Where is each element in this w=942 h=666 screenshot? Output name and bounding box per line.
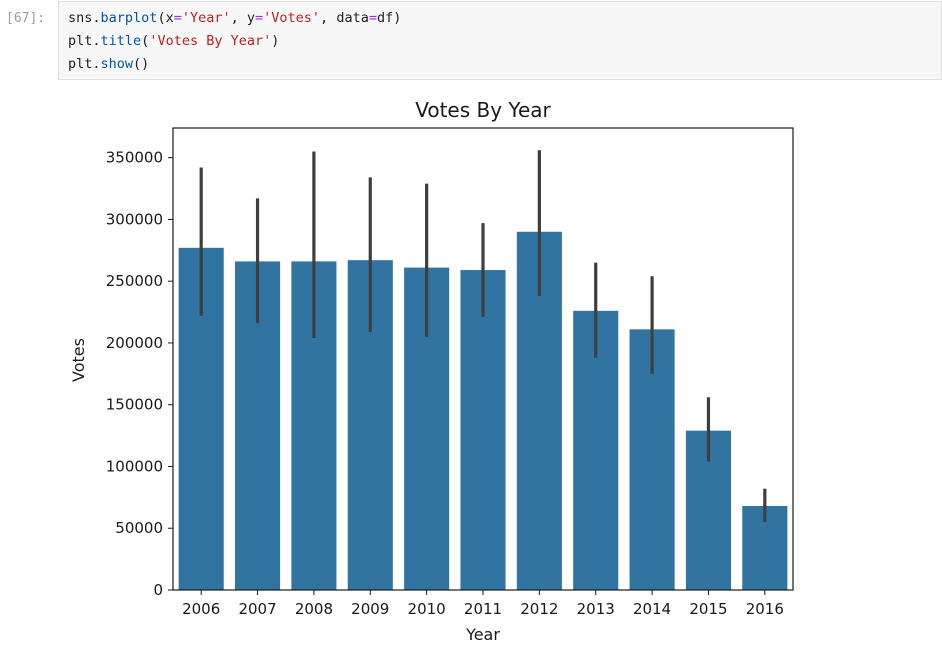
- code-token: plt: [68, 56, 93, 72]
- y-tick-label: 300000: [106, 210, 163, 228]
- code-token: 'Votes': [263, 10, 321, 26]
- code-token: =: [368, 10, 377, 26]
- code-token: ): [271, 33, 280, 49]
- code-token: plt: [68, 33, 93, 49]
- y-axis-label: Votes: [69, 338, 88, 382]
- code-token: , y: [230, 10, 256, 26]
- code-token: barplot: [100, 10, 158, 26]
- y-tick-label: 100000: [106, 457, 163, 475]
- y-tick-label: 0: [153, 581, 163, 599]
- x-tick-label: 2014: [633, 600, 671, 618]
- code-token: (): [133, 56, 150, 72]
- code-token: title: [100, 33, 142, 49]
- y-tick-label: 250000: [106, 272, 163, 290]
- x-tick-label: 2009: [351, 600, 389, 618]
- y-tick-label: 50000: [115, 519, 163, 537]
- bar-2011: [460, 270, 506, 590]
- code-token: .: [92, 56, 101, 72]
- y-tick-label: 350000: [106, 149, 163, 167]
- y-tick-label: 150000: [106, 396, 163, 414]
- code-token: 'Year': [181, 10, 231, 26]
- x-tick-label: 2013: [577, 600, 615, 618]
- code-token: =: [173, 10, 182, 26]
- plot-frame: [172, 127, 794, 591]
- code-token: (x: [157, 10, 174, 26]
- code-line[interactable]: plt.title('Votes By Year'): [68, 33, 279, 49]
- code-line[interactable]: plt.show(): [68, 56, 149, 72]
- code-token: .: [92, 33, 101, 49]
- x-tick-label: 2010: [408, 600, 446, 618]
- x-axis-label: Year: [465, 625, 500, 644]
- code-editor[interactable]: sns.barplot(x='Year', y='Votes', data=df…: [58, 1, 942, 80]
- code-line[interactable]: sns.barplot(x='Year', y='Votes', data=df…: [68, 10, 401, 26]
- x-tick-label: 2016: [746, 600, 784, 618]
- code-token: =: [255, 10, 264, 26]
- code-token: 'Votes By Year': [149, 33, 272, 49]
- code-token: df): [376, 10, 402, 26]
- x-tick-label: 2007: [238, 600, 276, 618]
- bar-chart: Votes By Year Year Votes 2006 2007 2008 200…: [69, 98, 794, 644]
- execution-prompt: [67]:: [6, 11, 46, 26]
- code-token: , data: [320, 10, 369, 26]
- code-token: show: [100, 56, 134, 72]
- x-tick-label: 2006: [182, 600, 220, 618]
- x-tick-label: 2008: [295, 600, 333, 618]
- x-tick-label: 2015: [689, 600, 727, 618]
- code-token: (: [141, 33, 150, 49]
- x-tick-label: 2012: [520, 600, 558, 618]
- code-token: sns: [68, 10, 93, 26]
- x-tick-label: 2011: [464, 600, 502, 618]
- y-tick-label: 200000: [106, 334, 163, 352]
- code-token: .: [92, 10, 101, 26]
- cell-output: Votes By Year Year Votes 2006 2007 2008 200…: [60, 90, 800, 660]
- chart-title: Votes By Year: [415, 98, 551, 122]
